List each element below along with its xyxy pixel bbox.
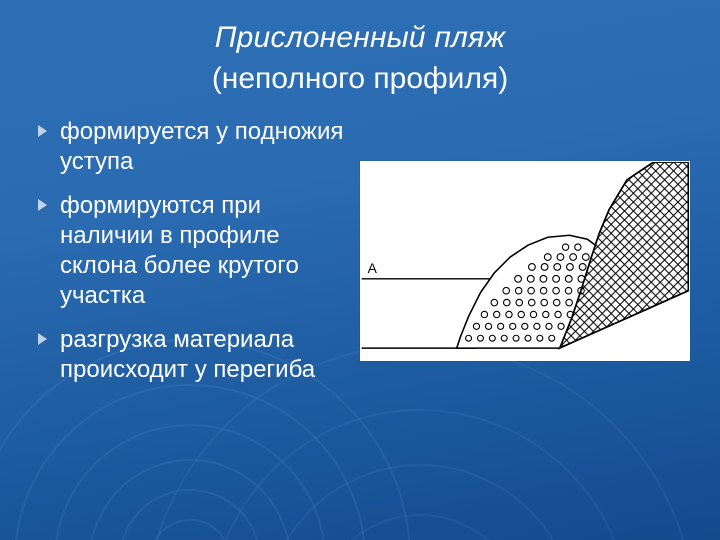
beach-diagram-svg: A	[361, 162, 689, 360]
bullet-list: формируется у подножия уступа формируются…	[30, 117, 350, 399]
bullet-item: формируются при наличии в профиле склона…	[38, 191, 350, 311]
beach-diagram: A	[360, 161, 690, 361]
slide-content: Прислоненный пляж (неполного профиля) фо…	[0, 0, 720, 540]
title-line2: (неполного профиля)	[30, 59, 690, 100]
title-line1: Прислоненный пляж	[30, 18, 690, 59]
body-row: формируется у подножия уступа формируются…	[30, 117, 690, 399]
bullet-item: разгрузка материала происходит у перегиб…	[38, 325, 350, 385]
bullet-item: формируется у подножия уступа	[38, 117, 350, 177]
title-block: Прислоненный пляж (неполного профиля)	[30, 18, 690, 99]
diagram-label-a: A	[368, 260, 378, 276]
